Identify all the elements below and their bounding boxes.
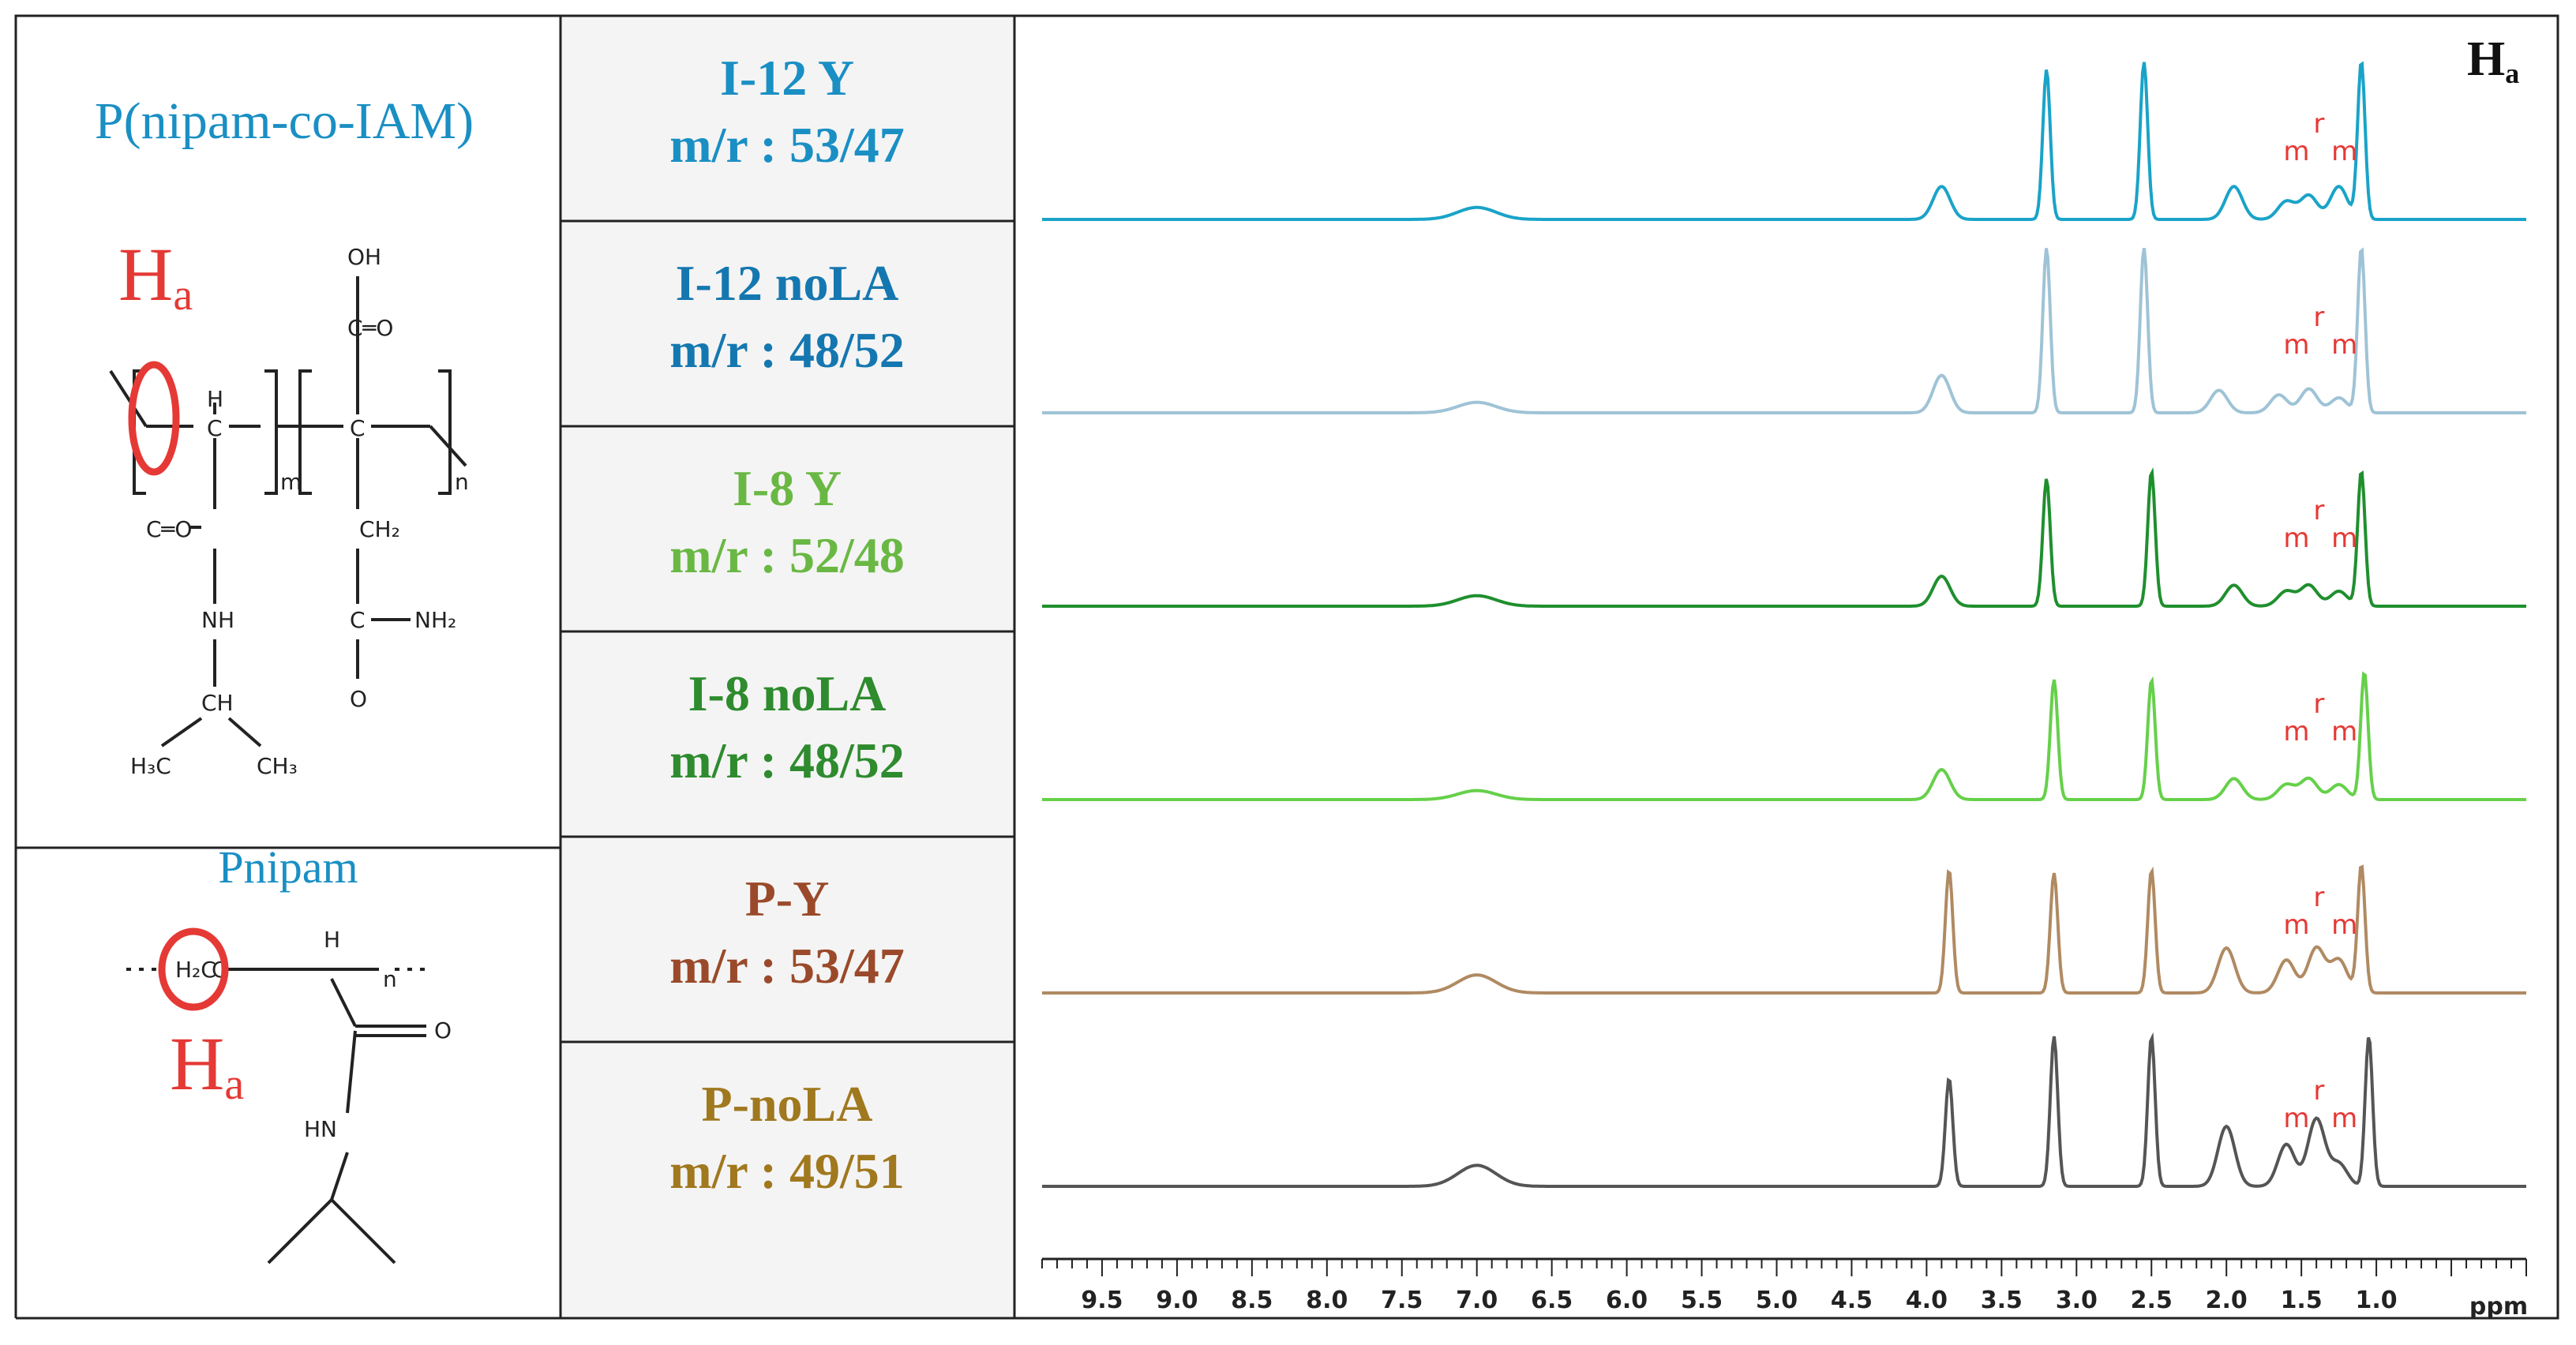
tacticity-m: m (2331, 909, 2357, 941)
sample-name: I-12 noLA (676, 255, 899, 311)
tacticity-r: r (2313, 688, 2324, 720)
corner-ha-label: Ha (2467, 32, 2519, 89)
tick-label: 8.0 (1306, 1287, 1348, 1314)
tick-label: 6.0 (1606, 1287, 1648, 1314)
sample-ratio: m/r : 48/52 (669, 322, 904, 378)
tick-label: 2.0 (2206, 1287, 2248, 1314)
spectrum-trace (1042, 61, 2526, 221)
tacticity-m: m (2331, 1103, 2357, 1134)
sample-ratio: m/r : 48/52 (669, 732, 904, 789)
spectrum-trace (1042, 466, 2526, 608)
tick-label: 5.5 (1681, 1287, 1723, 1314)
atom-co: C═O (347, 315, 393, 341)
atom-nh: NH (201, 607, 234, 633)
sample-labels: I-12 Y m/r : 53/47 I-12 noLA m/r : 48/52 I-8… (669, 50, 904, 1199)
atom-h2c: H₂C (175, 957, 216, 983)
tick-label: 5.0 (1756, 1287, 1798, 1314)
tacticity-r: r (2313, 882, 2324, 913)
tick-label: 2.5 (2131, 1287, 2173, 1314)
tacticity-m: m (2283, 329, 2309, 361)
tacticity-r: r (2313, 495, 2324, 526)
tacticity-m: m (2283, 523, 2309, 554)
subscript-m: m (280, 469, 302, 495)
copolymer-structure: OH C═O H C C m n C═O CH₂ NH C NH₂ CH O H… (109, 232, 469, 779)
x-axis-label: ppm (2469, 1293, 2528, 1321)
atom-c3: C (350, 607, 366, 633)
spectra-panel (1013, 14, 2559, 1320)
atom-hn: HN (304, 1116, 337, 1142)
atom-ch2: CH₂ (359, 516, 400, 542)
subscript-n: n (455, 469, 469, 495)
tick-label: 4.0 (1906, 1287, 1948, 1314)
ha-label-homopolymer: Ha (170, 1021, 244, 1109)
tick-label: 7.5 (1381, 1287, 1423, 1314)
tacticity-m: m (2331, 136, 2357, 167)
spectrum-trace (1042, 247, 2526, 414)
tick-label: 8.5 (1231, 1287, 1273, 1314)
tick-label: 1.0 (2356, 1287, 2398, 1314)
ppm-axis: 9.5 9.0 8.5 8.0 7.5 7.0 6.5 6.0 5.5 5.0 4.5 4.0 3.5 3… (1041, 1257, 2528, 1321)
atom-nh2: NH₂ (414, 607, 456, 633)
sample-label-column (559, 14, 1016, 1320)
tick-label: 4.5 (1831, 1287, 1873, 1314)
atom-o: O (350, 686, 367, 712)
atom-c1: C (207, 415, 223, 441)
sample-ratio: m/r : 53/47 (669, 938, 904, 994)
copolymer-title: P(nipam-co-IAM) (95, 92, 474, 150)
tacticity-r: r (2313, 1075, 2324, 1107)
sample-ratio: m/r : 53/47 (669, 117, 904, 173)
sample-name: I-8 Y (733, 460, 842, 516)
tick-label: 1.5 (2281, 1287, 2323, 1314)
tacticity-m: m (2331, 716, 2357, 747)
subscript-n-homo: n (383, 966, 397, 992)
tacticity-m: m (2283, 909, 2309, 941)
tick-label: 3.5 (1981, 1287, 2023, 1314)
atom-oh: OH (347, 244, 381, 270)
atom-h3c: H₃C (130, 753, 171, 779)
tick-label: 9.0 (1156, 1287, 1198, 1314)
tacticity-m: m (2283, 136, 2309, 167)
sample-ratio: m/r : 49/51 (669, 1143, 904, 1199)
tacticity-m: m (2283, 716, 2309, 747)
tick-label: 3.0 (2056, 1287, 2098, 1314)
homopolymer-title: Pnipam (218, 841, 358, 893)
atom-ch: CH (201, 690, 234, 716)
tacticity-r: r (2313, 108, 2324, 140)
sample-name: I-8 noLA (688, 665, 887, 721)
homopolymer-structure: H₂C C H n O HN Ha (126, 927, 452, 1264)
spectrum-trace (1042, 671, 2526, 801)
sample-ratio: m/r : 52/48 (669, 527, 904, 583)
tacticity-m: m (2331, 523, 2357, 554)
sample-name: P-noLA (702, 1076, 873, 1132)
sample-name: P-Y (745, 871, 830, 927)
spectrum-trace (1042, 864, 2526, 995)
ha-highlight-circle (128, 361, 180, 476)
atom-h-homo: H (324, 927, 340, 953)
atom-co-1: C═O (146, 516, 192, 542)
sample-name: I-12 Y (720, 50, 854, 106)
atom-c2: C (350, 415, 366, 441)
spectrum-trace (1042, 1032, 2526, 1188)
atom-h: H (207, 386, 223, 412)
ha-label-copolymer: Ha (118, 232, 193, 320)
structure-table (14, 14, 562, 1320)
atom-o-homo: O (434, 1017, 452, 1043)
tacticity-r: r (2313, 302, 2324, 333)
tacticity-m: m (2331, 329, 2357, 361)
ha-highlight-circle-homo (158, 927, 229, 1011)
tacticity-m: m (2283, 1103, 2309, 1134)
tick-label: 7.0 (1456, 1287, 1498, 1314)
atom-ch3: CH₃ (257, 753, 298, 779)
tick-label: 6.5 (1531, 1287, 1573, 1314)
tick-label: 9.5 (1081, 1287, 1123, 1314)
